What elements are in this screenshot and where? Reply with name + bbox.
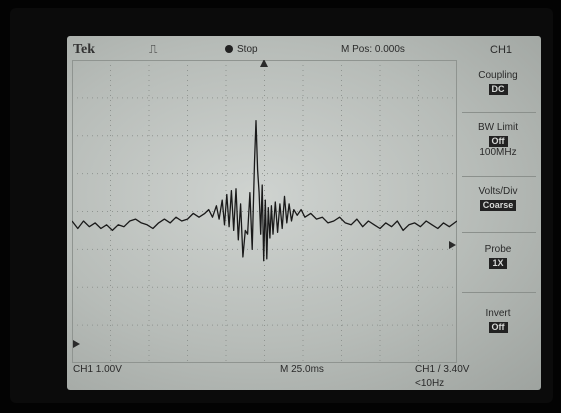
ch1-scale-readout: CH1 1.00V [73, 364, 122, 375]
side-menu: Coupling DC BW Limit Off 100MHz Volts/Di… [458, 60, 540, 363]
menu-divider [462, 292, 536, 293]
trigger-frequency-readout: <10Hz [415, 378, 445, 389]
brand-logo: Tek [73, 42, 96, 57]
ch1-waveform-trace [72, 119, 457, 262]
volts-div-value: Coarse [479, 200, 517, 211]
trigger-position-marker-icon [260, 60, 268, 67]
invert-label: Invert [485, 308, 511, 319]
volts-div-menu-item[interactable]: Volts/Div Coarse [458, 186, 538, 211]
run-status-label: Stop [237, 44, 258, 55]
trigger-level-marker-icon [449, 241, 456, 249]
probe-label: Probe [484, 244, 512, 255]
coupling-value: DC [488, 84, 508, 95]
plot-markers [73, 60, 456, 348]
stop-indicator-icon [225, 45, 233, 53]
menu-divider [462, 232, 536, 233]
coupling-label: Coupling [478, 70, 518, 81]
probe-value: 1X [489, 258, 507, 269]
menu-divider [462, 112, 536, 113]
bw-limit-value: Off [488, 136, 508, 147]
timebase-readout: M 25.0ms [280, 364, 324, 375]
bw-limit-frequency: 100MHz [479, 147, 517, 158]
trigger-status-icon: ⎍ [149, 42, 158, 56]
invert-menu-item[interactable]: Invert Off [458, 308, 538, 333]
bw-limit-label: BW Limit [478, 122, 518, 133]
invert-value: Off [488, 322, 508, 333]
probe-menu-item[interactable]: Probe 1X [458, 244, 538, 269]
ch1-ground-marker-icon [73, 340, 80, 348]
volts-div-label: Volts/Div [478, 186, 518, 197]
bw-limit-menu-item[interactable]: BW Limit Off 100MHz [458, 122, 538, 159]
oscilloscope-screen: Tek ⎍ Stop M Pos: 0.000s CH1 Coupling DC… [67, 36, 541, 390]
waveform-plot [72, 60, 457, 363]
graticule [72, 60, 457, 363]
channel-menu-title: CH1 [490, 44, 513, 56]
trigger-readout: CH1 / 3.40V [415, 364, 470, 375]
run-status: Stop [225, 44, 258, 55]
horizontal-position-readout: M Pos: 0.000s [341, 44, 405, 55]
menu-divider [462, 176, 536, 177]
coupling-menu-item[interactable]: Coupling DC [458, 70, 538, 95]
